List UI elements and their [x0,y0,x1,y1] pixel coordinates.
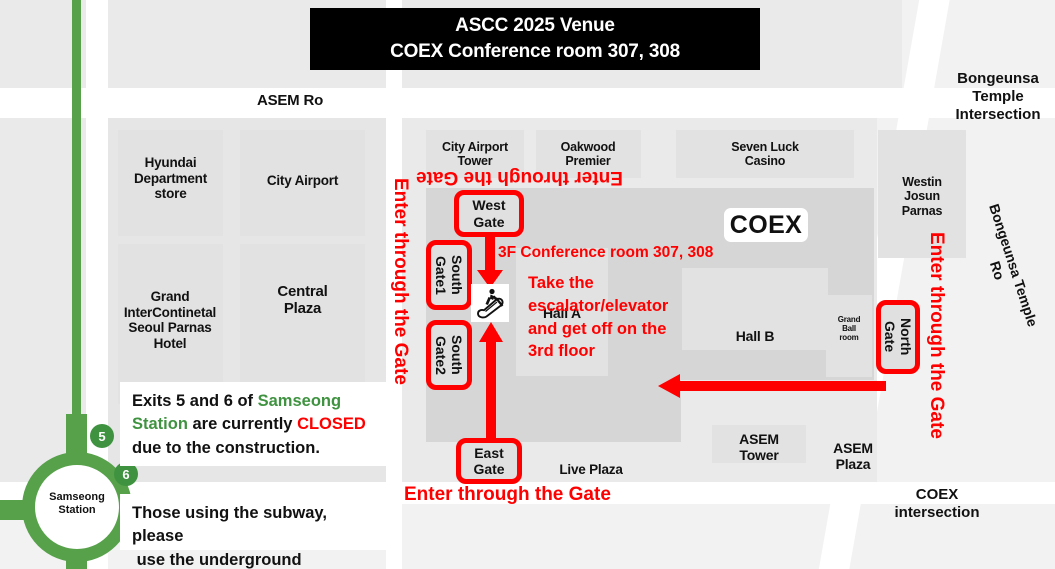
closure-part3: due to the construction. [132,438,320,457]
building-label-asem-tower: ASEM Tower [739,431,779,464]
coex-label: COEX [729,210,803,239]
escalator-line1: Take the [528,274,594,292]
enter-banner-top: Enter through the Gate [416,166,623,188]
arrow-west-gate-to-escalator [477,236,503,288]
building-hall-b [682,268,828,350]
gate-north-label: North Gate [882,318,915,356]
exit-6-label: 6 [122,466,130,482]
escalator-line2: escalator/elevator [528,296,669,315]
station-line1: Samseong [49,491,105,503]
building-label-grand-ball-room: Grand Ball room [837,315,861,343]
road-asem-ro [0,88,1055,118]
label-coex-intersection: COEX intersection [878,484,996,524]
intersection-line3: Intersection [955,106,1041,124]
gate-east-label: East Gate [473,444,505,477]
instruction-conference-room: 3F Conference room 307, 308 [498,244,714,261]
building-label-hall-b: Hall B [735,328,775,344]
enter-banner-bottom: Enter through the Gate [404,484,611,505]
building-central-plaza-block [240,244,365,384]
building-label-seven-luck-casino: Seven Luck Casino [731,140,799,169]
building-label-hyundai: Hyundai Department store [133,155,207,202]
subway-exit-5[interactable]: 5 [90,424,114,448]
road-label-asem-ro: ASEM Ro [256,92,324,109]
passageway-line1: Those using the subway, please [132,504,327,546]
building-label-asem-plaza: ASEM Plaza [833,440,873,473]
intersection-line2: Temple [972,87,1024,105]
coex-intersection-line2: intersection [894,504,980,521]
escalator-line4: 3rd floor [528,342,595,361]
coex-intersection-line1: COEX [915,485,959,503]
subway-line-thick [66,414,87,464]
instruction-escalator: Take the escalator/elevator and get off … [528,272,698,363]
station-line2: Station [58,504,96,517]
building-seven-luck-casino [676,130,854,178]
gate-west-label: West Gate [472,197,506,230]
building-label-city-airport-tower: City Airport Tower [442,140,508,169]
gate-south-2[interactable]: South Gate2 [426,320,472,390]
building-grand-intercontinental [118,244,223,404]
note-exit-closure: Exits 5 and 6 of Samseong Station are cu… [120,382,392,466]
building-westin-josun-parnas [878,130,966,258]
arrow-east-gate-to-escalator [479,322,503,440]
label-bongeunsa-temple-intersection: Bongeunsa Temple Intersection [940,69,1055,124]
title-line1: ASCC 2025 Venue [455,15,615,37]
building-city-airport-tower [426,130,524,178]
building-label-central-plaza: Central Plaza [277,283,328,318]
subway-station-label: Samseong Station [27,491,127,517]
block-nw-top [0,0,86,88]
building-label-hall-a: Hall A [543,305,581,321]
closure-part1: Exits 5 and 6 of [132,392,258,410]
building-city-airport [240,130,365,236]
subway-line-upper [72,0,81,418]
gate-south2-label: South Gate2 [433,335,466,375]
gate-south-1[interactable]: South Gate1 [426,240,472,310]
title-line2: COEX Conference room 307, 308 [390,41,680,62]
passageway-line2: use the underground passageway. [136,550,302,569]
enter-banner-left: Enter through the Gate [390,178,411,385]
escalator-line3: and get off on the [528,319,667,338]
coex-label-pill: COEX [724,208,808,242]
building-grand-ball-room [826,295,872,377]
closure-part2: are currently [187,415,298,434]
exit-5-label: 5 [98,428,106,444]
building-label-live-plaza: Live Plaza [559,462,623,477]
building-hall-a [516,248,608,376]
note-underground-passageway: Those using the subway, please use the u… [120,494,392,569]
escalator-icon [471,284,509,322]
gate-west[interactable]: West Gate [454,190,524,237]
subway-exit-6[interactable]: 6 [114,462,138,486]
building-label-grand-intercontinental: Grand InterContinetal Seoul Parnas Hotel [123,289,217,351]
gate-south1-label: South Gate1 [433,255,466,295]
enter-banner-right: Enter through the Gate [926,232,947,439]
building-oakwood-premier [536,130,641,178]
gate-north[interactable]: North Gate [876,300,920,374]
building-label-city-airport: City Airport [266,173,339,188]
building-asem-tower [712,425,806,463]
title-banner: ASCC 2025 Venue COEX Conference room 307… [310,8,760,70]
building-hyundai [118,130,223,236]
closure-station: Samseong Station [132,392,342,434]
gate-east[interactable]: East Gate [456,438,522,484]
intersection-line1: Bongeunsa [957,69,1039,87]
building-label-westin-josun-parnas: Westin Josun Parnas [901,175,943,218]
closure-closed: CLOSED [297,415,366,434]
building-label-oakwood-premier: Oakwood Premier [560,140,616,169]
arrow-north-gate-leftward [658,374,886,398]
